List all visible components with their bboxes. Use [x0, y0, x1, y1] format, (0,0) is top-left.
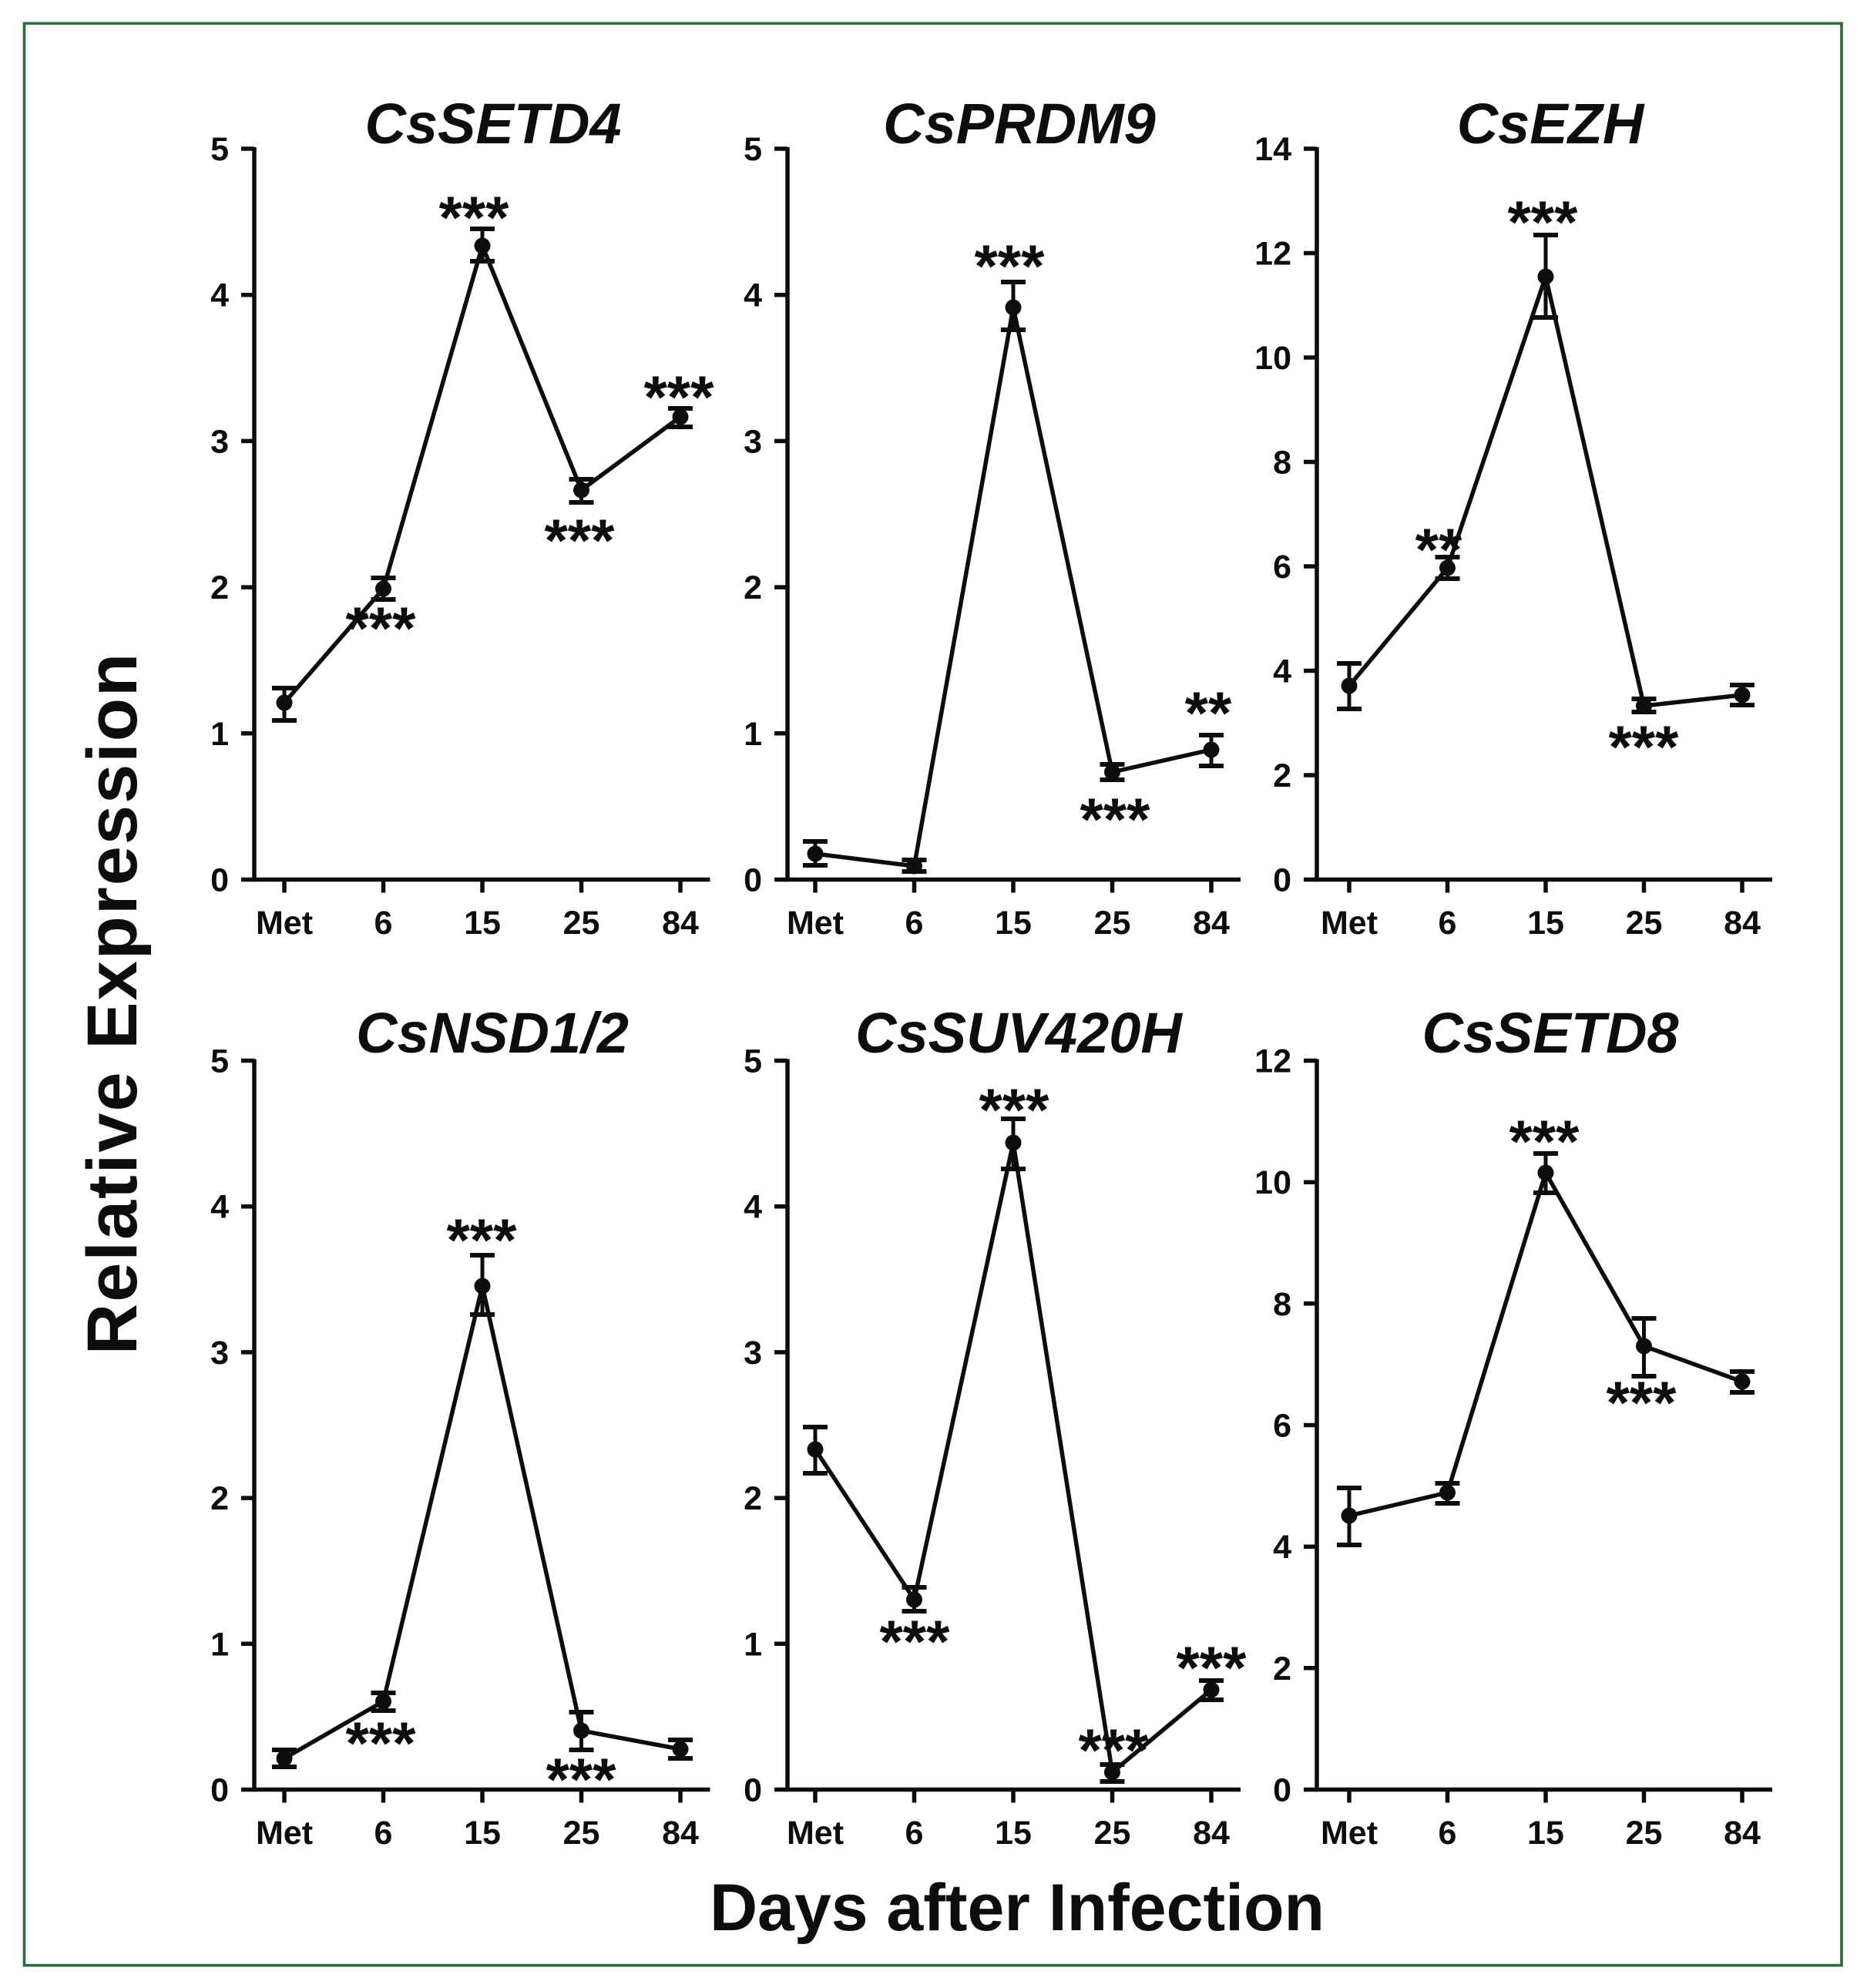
svg-text:***: ***	[979, 1076, 1049, 1143]
svg-text:25: 25	[1626, 1815, 1663, 1852]
svg-text:***: ***	[544, 506, 615, 574]
svg-text:15: 15	[995, 1815, 1032, 1852]
svg-text:10: 10	[1254, 1164, 1291, 1201]
svg-text:84: 84	[1193, 905, 1230, 942]
svg-text:4: 4	[210, 1189, 229, 1226]
svg-text:***: ***	[643, 363, 714, 431]
svg-text:25: 25	[563, 1815, 600, 1852]
svg-text:5: 5	[744, 131, 762, 168]
svg-text:1: 1	[744, 1626, 762, 1663]
svg-text:4: 4	[744, 1189, 762, 1226]
svg-text:4: 4	[744, 277, 762, 314]
svg-text:84: 84	[662, 1815, 699, 1852]
svg-text:***: ***	[1509, 1107, 1580, 1175]
svg-text:2: 2	[210, 569, 229, 606]
svg-text:0: 0	[210, 1772, 229, 1809]
svg-text:Met: Met	[1321, 1815, 1378, 1852]
svg-text:6: 6	[374, 905, 393, 942]
svg-text:84: 84	[1724, 1815, 1761, 1852]
svg-text:15: 15	[1527, 1815, 1564, 1852]
svg-text:0: 0	[744, 1772, 762, 1809]
svg-text:***: ***	[879, 1607, 950, 1675]
svg-text:6: 6	[905, 1815, 924, 1852]
svg-text:14: 14	[1254, 131, 1291, 168]
svg-text:***: ***	[1080, 785, 1150, 853]
svg-text:2: 2	[744, 569, 762, 606]
svg-text:***: ***	[345, 1709, 416, 1777]
svg-text:**: **	[1415, 515, 1462, 583]
svg-text:Relative Expression: Relative Expression	[73, 652, 152, 1355]
svg-text:Met: Met	[787, 1815, 844, 1852]
svg-text:***: ***	[546, 1745, 616, 1813]
svg-text:0: 0	[744, 862, 762, 899]
svg-text:2: 2	[1273, 757, 1291, 794]
svg-text:CsPRDM9: CsPRDM9	[883, 92, 1156, 156]
svg-text:3: 3	[744, 1335, 762, 1372]
svg-text:2: 2	[744, 1480, 762, 1517]
svg-text:4: 4	[1273, 653, 1291, 690]
svg-text:Met: Met	[1321, 905, 1378, 942]
svg-text:10: 10	[1254, 340, 1291, 377]
svg-text:CsSETD8: CsSETD8	[1422, 1001, 1679, 1065]
svg-text:3: 3	[210, 1335, 229, 1372]
svg-text:15: 15	[1527, 905, 1564, 942]
svg-text:25: 25	[1094, 1815, 1131, 1852]
svg-text:15: 15	[995, 905, 1032, 942]
svg-text:84: 84	[1193, 1815, 1230, 1852]
svg-text:Met: Met	[787, 905, 844, 942]
svg-text:Days after Infection: Days after Infection	[710, 1871, 1325, 1945]
svg-text:***: ***	[1176, 1634, 1247, 1701]
svg-text:***: ***	[974, 232, 1045, 300]
svg-text:***: ***	[1078, 1716, 1149, 1784]
svg-text:5: 5	[744, 1043, 762, 1080]
svg-text:12: 12	[1254, 236, 1291, 273]
svg-text:5: 5	[210, 1043, 229, 1080]
svg-text:4: 4	[1273, 1529, 1291, 1566]
svg-text:6: 6	[374, 1815, 393, 1852]
svg-text:2: 2	[210, 1480, 229, 1517]
svg-text:25: 25	[563, 905, 600, 942]
svg-text:1: 1	[210, 1626, 229, 1663]
svg-text:6: 6	[1273, 1408, 1291, 1445]
svg-text:CsSUV420H: CsSUV420H	[855, 1001, 1183, 1065]
svg-text:84: 84	[662, 905, 699, 942]
svg-text:84: 84	[1724, 905, 1761, 942]
svg-text:0: 0	[210, 862, 229, 899]
svg-text:2: 2	[1273, 1651, 1291, 1687]
svg-text:***: ***	[1606, 1368, 1677, 1436]
svg-text:***: ***	[1507, 188, 1578, 256]
svg-text:25: 25	[1626, 905, 1663, 942]
svg-text:Met: Met	[256, 905, 313, 942]
svg-text:3: 3	[744, 423, 762, 460]
svg-text:15: 15	[464, 1815, 501, 1852]
svg-text:25: 25	[1094, 905, 1131, 942]
svg-text:6: 6	[1273, 549, 1291, 586]
svg-text:**: **	[1185, 679, 1232, 747]
svg-text:3: 3	[210, 423, 229, 460]
svg-text:6: 6	[1439, 1815, 1457, 1852]
svg-text:1: 1	[210, 716, 229, 753]
svg-text:5: 5	[210, 131, 229, 168]
svg-text:12: 12	[1254, 1043, 1291, 1080]
svg-text:15: 15	[464, 905, 501, 942]
svg-text:CsSETD4: CsSETD4	[364, 92, 621, 156]
svg-text:6: 6	[905, 905, 924, 942]
svg-text:1: 1	[744, 716, 762, 753]
svg-text:0: 0	[1273, 1772, 1291, 1809]
svg-text:8: 8	[1273, 445, 1291, 482]
svg-text:CsNSD1/2: CsNSD1/2	[356, 1001, 629, 1065]
svg-text:***: ***	[1608, 713, 1679, 781]
svg-text:8: 8	[1273, 1286, 1291, 1323]
svg-text:***: ***	[345, 594, 416, 662]
svg-text:CsEZH: CsEZH	[1457, 92, 1645, 156]
svg-text:0: 0	[1273, 862, 1291, 899]
svg-text:Met: Met	[256, 1815, 313, 1852]
svg-text:***: ***	[446, 1206, 517, 1274]
svg-text:4: 4	[210, 277, 229, 314]
svg-text:6: 6	[1439, 905, 1457, 942]
svg-text:***: ***	[438, 183, 509, 251]
